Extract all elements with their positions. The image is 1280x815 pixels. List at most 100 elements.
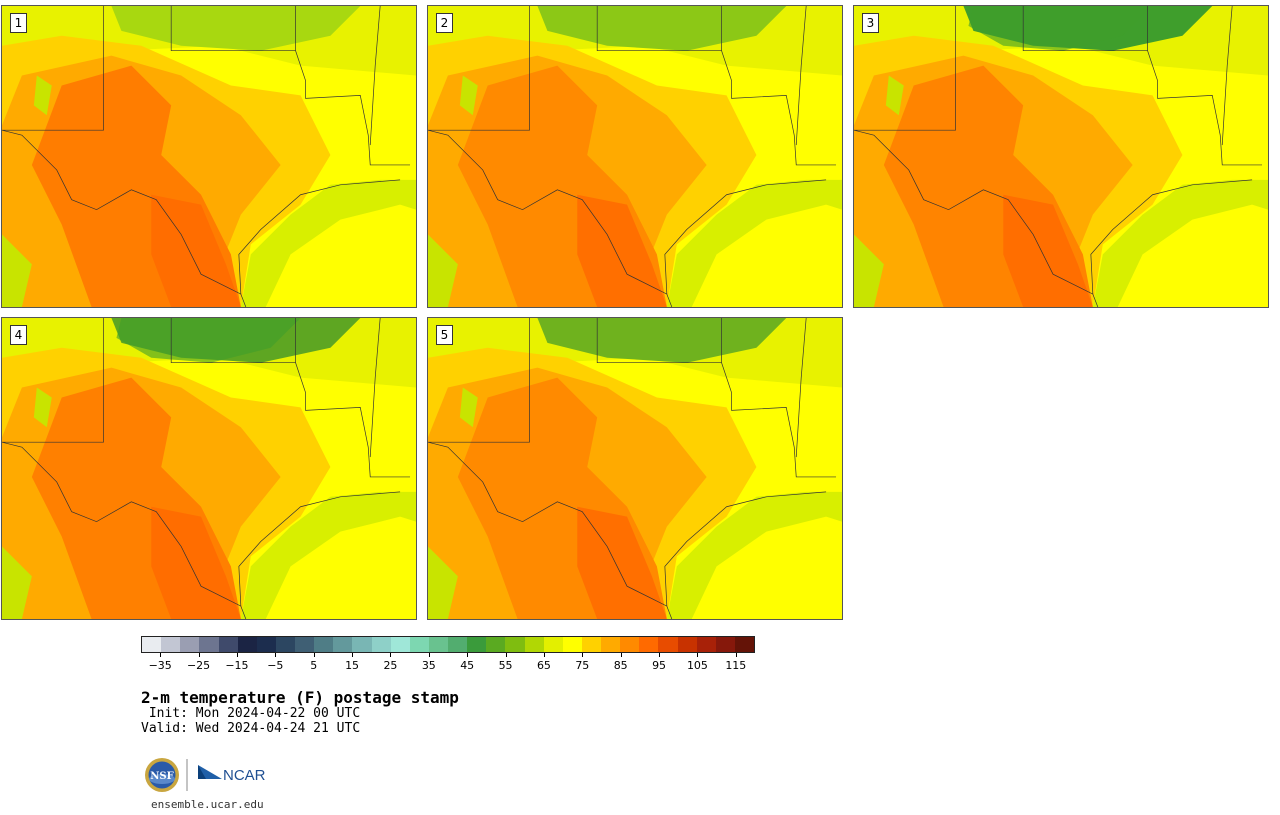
temperature-map-5 [428,318,842,619]
colorbar-tick-label: 75 [575,659,590,672]
ncar-logo-text: NCAR [223,767,266,784]
temperature-field [854,6,1268,307]
colorbar-swatch [677,637,697,652]
colorbar-tick [390,653,392,657]
colorbar-swatch [734,637,754,652]
colorbar-tick-label: 95 [652,659,667,672]
colorbar-swatch [142,637,162,652]
state-borders [428,6,837,307]
colorbar-tick-label: 35 [421,659,436,672]
colorbar-tick [582,653,584,657]
map-panel-4: 4 [1,317,417,620]
colorbar-swatch [448,637,468,652]
colorbar-swatch [180,637,200,652]
map-panel-2: 2 [427,5,843,308]
colorbar-tick-label: 55 [498,659,513,672]
colorbar-tick-label: −35 [148,659,172,672]
colorbar-tick [313,653,315,657]
colorbar-swatch [467,637,487,652]
colorbar-tick-label: 15 [345,659,360,672]
colorbar-tick [620,653,622,657]
panel-label: 4 [10,325,27,345]
colorbar-swatch [581,637,601,652]
colorbar-swatch [199,637,219,652]
colorbar-swatch [409,637,429,652]
colorbar-tick [160,653,162,657]
colorbar-tick [236,653,238,657]
colorbar-tick-label: 45 [460,659,475,672]
colorbar-swatch [333,637,353,652]
colorbar-swatch [371,637,391,652]
figure-title: 2-m temperature (F) postage stamp [141,688,459,707]
colorbar-tick [697,653,699,657]
colorbar-tick [659,653,661,657]
colorbar-swatch [658,637,678,652]
colorbar-swatch [352,637,372,652]
temperature-map-4 [2,318,416,619]
nsf-logo-text: NSF [150,771,173,782]
colorbar-swatch [505,637,525,652]
temperature-map-1 [2,6,416,307]
state-borders [2,6,411,307]
colorbar-ticks: −35 −25 −15 −5 5 15 25 35 45 55 65 75 85 95 105 115 [141,653,755,673]
colorbar-tick-label: −25 [186,659,211,672]
panel-label: 2 [436,13,453,33]
colorbar-swatch [639,637,659,652]
colorbar-swatch [295,637,315,652]
map-panel-3: 3 [853,5,1269,308]
panel-label: 5 [436,325,453,345]
colorbar-swatch [314,637,334,652]
footer-url: ensemble.ucar.edu [151,798,264,811]
colorbar-swatch [237,637,257,652]
colorbar-swatch [428,637,448,652]
state-borders [428,318,837,619]
colorbar-tick-label: 25 [383,659,398,672]
map-panel-5: 5 [427,317,843,620]
temperature-field [428,318,842,619]
colorbar-swatch [562,637,582,652]
colorbar-tick-label: 105 [686,659,708,672]
temperature-field [428,6,842,307]
colorbar-tick [275,653,277,657]
temperature-field [2,6,416,307]
colorbar-tick [428,653,430,657]
logos: NSF NCAR [145,758,266,792]
panel-label: 1 [10,13,27,33]
colorbar-swatch [486,637,506,652]
colorbar-tick-label: −5 [267,659,284,672]
colorbar-tick [352,653,354,657]
init-time: Init: Mon 2024-04-22 00 UTC [141,706,361,721]
colorbar-tick-label: −15 [225,659,249,672]
state-borders [2,318,411,619]
colorbar-tick-label: 5 [310,659,318,672]
colorbar-swatch [543,637,563,652]
map-panel-1: 1 [1,5,417,308]
colorbar-tick [543,653,545,657]
temperature-field [2,318,416,619]
colorbar-tick [735,653,737,657]
temperature-map-3 [854,6,1268,307]
colorbar-tick [198,653,200,657]
colorbar-swatch [601,637,621,652]
colorbar-tick-label: 65 [536,659,551,672]
colorbar-swatch [390,637,410,652]
ncar-logo-icon: NCAR [198,765,266,784]
colorbar-swatch [715,637,735,652]
colorbar-tick-label: 115 [725,659,747,672]
colorbar-swatch [256,637,276,652]
nsf-logo-icon: NSF [145,758,179,792]
colorbar [141,636,755,653]
colorbar-swatch [696,637,716,652]
colorbar-tick-label: 85 [613,659,628,672]
colorbar-swatch [275,637,295,652]
colorbar-swatch [161,637,181,652]
valid-time: Valid: Wed 2024-04-24 21 UTC [141,721,361,736]
colorbar-swatch [524,637,544,652]
colorbar-tick [505,653,507,657]
panel-label: 3 [862,13,879,33]
colorbar-swatch [218,637,238,652]
temperature-map-2 [428,6,842,307]
state-borders [854,6,1263,307]
colorbar-swatch [620,637,640,652]
colorbar-tick [467,653,469,657]
